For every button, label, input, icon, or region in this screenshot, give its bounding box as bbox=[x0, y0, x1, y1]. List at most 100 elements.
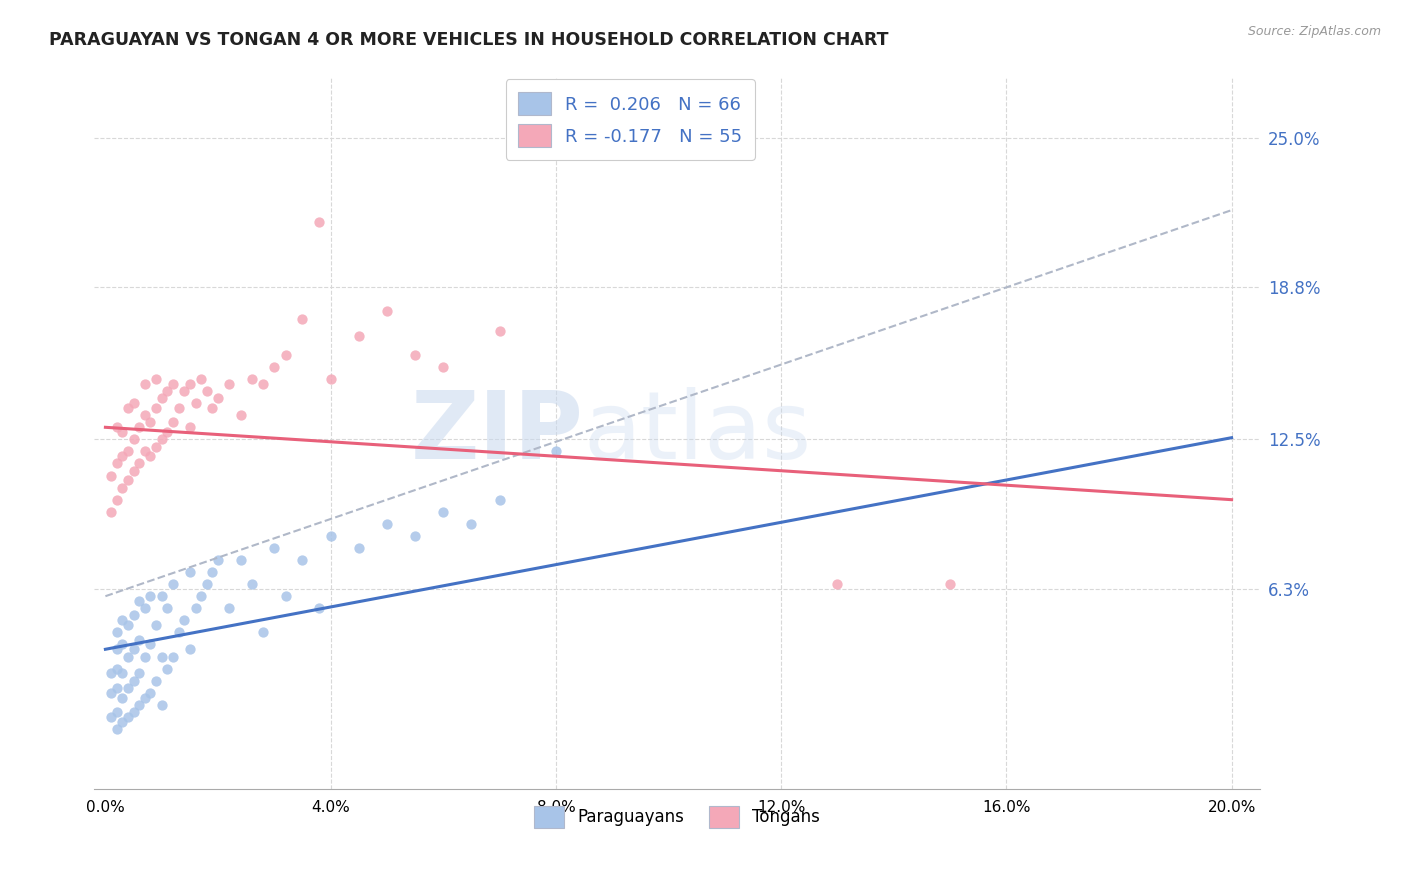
Point bbox=[134, 649, 156, 664]
Point bbox=[544, 444, 567, 458]
Point bbox=[150, 392, 173, 406]
Point bbox=[117, 681, 139, 695]
Point bbox=[117, 649, 139, 664]
Point bbox=[105, 625, 128, 640]
Point bbox=[156, 662, 179, 676]
Point bbox=[122, 705, 145, 719]
Point bbox=[122, 396, 145, 410]
Point bbox=[117, 474, 139, 488]
Point bbox=[201, 401, 224, 415]
Point bbox=[105, 420, 128, 434]
Point bbox=[252, 376, 274, 391]
Point bbox=[274, 348, 297, 362]
Point bbox=[139, 589, 162, 603]
Point bbox=[173, 613, 195, 627]
Point bbox=[404, 348, 426, 362]
Point bbox=[117, 710, 139, 724]
Point bbox=[190, 589, 212, 603]
Point bbox=[128, 698, 150, 712]
Point bbox=[179, 376, 201, 391]
Point bbox=[111, 714, 134, 729]
Point bbox=[105, 662, 128, 676]
Point bbox=[111, 613, 134, 627]
Point bbox=[291, 553, 314, 567]
Point bbox=[105, 722, 128, 736]
Point bbox=[162, 416, 184, 430]
Point bbox=[488, 492, 510, 507]
Point bbox=[240, 577, 263, 591]
Point bbox=[201, 565, 224, 579]
Point bbox=[111, 666, 134, 681]
Point bbox=[432, 505, 454, 519]
Point bbox=[105, 642, 128, 657]
Point bbox=[111, 425, 134, 439]
Point bbox=[195, 384, 218, 398]
Point bbox=[179, 565, 201, 579]
Point bbox=[229, 553, 252, 567]
Point bbox=[111, 481, 134, 495]
Point bbox=[134, 690, 156, 705]
Point bbox=[173, 384, 195, 398]
Point bbox=[150, 589, 173, 603]
Point bbox=[105, 681, 128, 695]
Point bbox=[195, 577, 218, 591]
Point bbox=[207, 392, 229, 406]
Point bbox=[291, 311, 314, 326]
Point bbox=[308, 601, 330, 615]
Point bbox=[117, 444, 139, 458]
Point bbox=[122, 608, 145, 623]
Point bbox=[128, 594, 150, 608]
Point bbox=[156, 425, 179, 439]
Point bbox=[111, 690, 134, 705]
Point bbox=[145, 401, 167, 415]
Point bbox=[218, 376, 240, 391]
Point bbox=[100, 666, 122, 681]
Point bbox=[184, 601, 207, 615]
Point bbox=[274, 589, 297, 603]
Point bbox=[128, 420, 150, 434]
Point bbox=[139, 637, 162, 651]
Point bbox=[347, 328, 370, 343]
Point bbox=[122, 642, 145, 657]
Point bbox=[167, 625, 190, 640]
Point bbox=[145, 440, 167, 454]
Point bbox=[190, 372, 212, 386]
Point bbox=[134, 409, 156, 423]
Point bbox=[122, 433, 145, 447]
Point bbox=[105, 457, 128, 471]
Point bbox=[139, 416, 162, 430]
Text: atlas: atlas bbox=[583, 387, 811, 479]
Point bbox=[117, 618, 139, 632]
Point bbox=[162, 649, 184, 664]
Point bbox=[827, 577, 849, 591]
Point bbox=[150, 698, 173, 712]
Point bbox=[100, 468, 122, 483]
Point bbox=[100, 505, 122, 519]
Point bbox=[111, 637, 134, 651]
Point bbox=[319, 529, 342, 543]
Point bbox=[252, 625, 274, 640]
Point bbox=[488, 324, 510, 338]
Point bbox=[939, 577, 962, 591]
Point bbox=[240, 372, 263, 386]
Point bbox=[263, 541, 285, 555]
Text: Source: ZipAtlas.com: Source: ZipAtlas.com bbox=[1247, 25, 1381, 38]
Point bbox=[263, 359, 285, 374]
Point bbox=[128, 666, 150, 681]
Point bbox=[105, 705, 128, 719]
Point bbox=[218, 601, 240, 615]
Point bbox=[134, 376, 156, 391]
Point bbox=[145, 618, 167, 632]
Text: PARAGUAYAN VS TONGAN 4 OR MORE VEHICLES IN HOUSEHOLD CORRELATION CHART: PARAGUAYAN VS TONGAN 4 OR MORE VEHICLES … bbox=[49, 31, 889, 49]
Point bbox=[375, 516, 398, 531]
Point bbox=[145, 372, 167, 386]
Point bbox=[128, 457, 150, 471]
Point bbox=[167, 401, 190, 415]
Point bbox=[145, 673, 167, 688]
Point bbox=[150, 649, 173, 664]
Legend: Paraguayans, Tongans: Paraguayans, Tongans bbox=[527, 799, 827, 834]
Point bbox=[134, 601, 156, 615]
Point bbox=[184, 396, 207, 410]
Point bbox=[150, 433, 173, 447]
Point bbox=[179, 642, 201, 657]
